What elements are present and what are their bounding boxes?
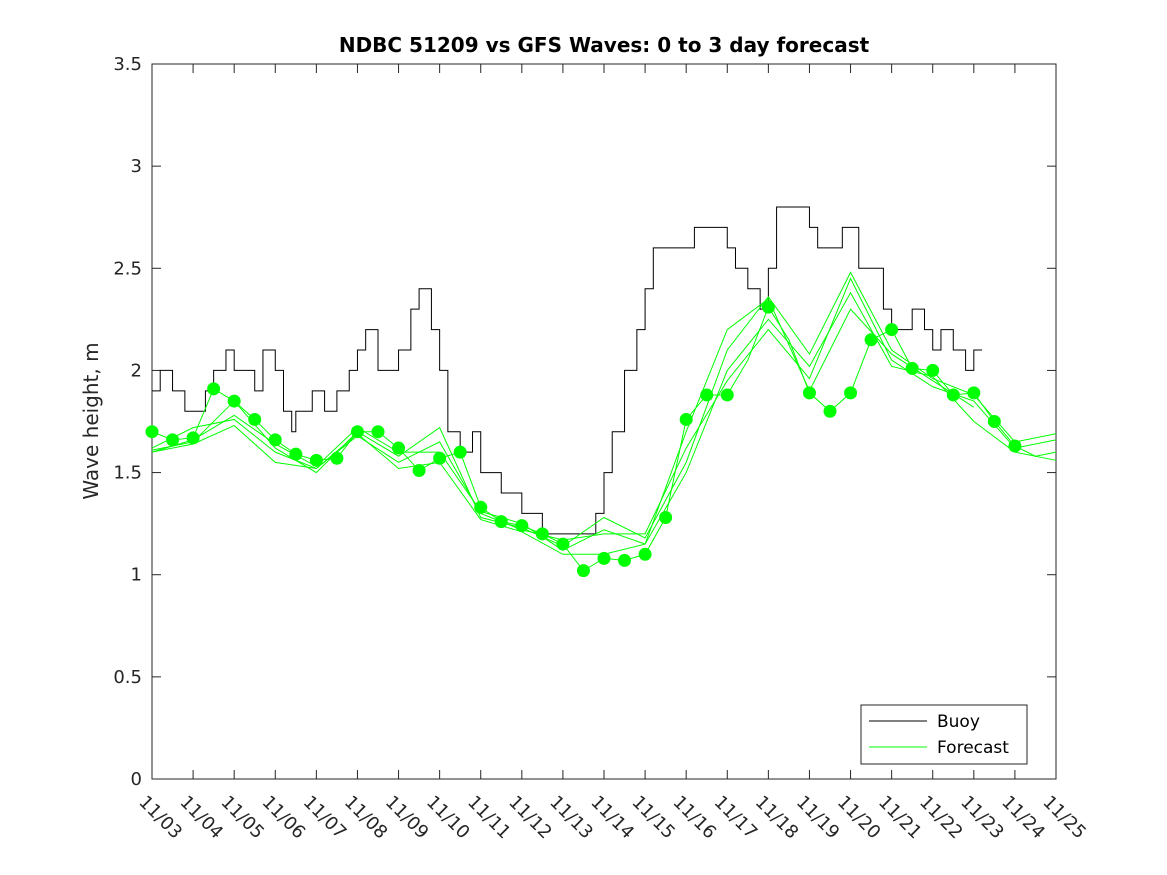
forecast-marker bbox=[967, 386, 981, 400]
plot-area bbox=[151, 63, 1057, 780]
forecast-series bbox=[151, 271, 1057, 572]
forecast-markers bbox=[145, 300, 1022, 578]
y-tick-labels: 0 0.5 1 1.5 2 2.5 3 3.5 bbox=[113, 54, 142, 790]
x-tick-label: 11/15 bbox=[628, 792, 680, 844]
forecast-marker bbox=[145, 425, 159, 439]
chart-title: NDBC 51209 vs GFS Waves: 0 to 3 day fore… bbox=[339, 33, 870, 57]
x-tick-label: 11/06 bbox=[258, 792, 310, 844]
x-tick-label: 11/13 bbox=[545, 792, 597, 844]
forecast-marker bbox=[494, 515, 508, 529]
forecast-marker bbox=[802, 386, 816, 400]
forecast-marker bbox=[289, 447, 303, 461]
x-tick-label: 11/24 bbox=[997, 792, 1049, 844]
x-tick-label: 11/16 bbox=[669, 792, 721, 844]
forecast-marker bbox=[556, 537, 570, 551]
forecast-line-3 bbox=[151, 271, 1057, 547]
axis-ticks bbox=[151, 63, 1057, 780]
x-tick-label: 11/18 bbox=[751, 792, 803, 844]
forecast-marker bbox=[823, 404, 837, 418]
forecast-marker bbox=[371, 425, 385, 439]
forecast-marker bbox=[474, 500, 488, 514]
x-tick-label: 11/05 bbox=[217, 792, 269, 844]
forecast-marker bbox=[926, 363, 940, 377]
x-tick-label: 11/07 bbox=[299, 792, 351, 844]
forecast-marker bbox=[659, 511, 673, 525]
forecast-marker bbox=[700, 388, 714, 402]
forecast-marker bbox=[576, 564, 590, 578]
forecast-marker bbox=[535, 527, 549, 541]
forecast-marker bbox=[885, 323, 899, 337]
forecast-marker bbox=[350, 425, 364, 439]
forecast-marker bbox=[946, 388, 960, 402]
forecast-marker bbox=[761, 300, 775, 314]
x-tick-label: 11/17 bbox=[710, 792, 762, 844]
x-tick-label: 11/04 bbox=[176, 792, 228, 844]
x-tick-label: 11/21 bbox=[874, 792, 926, 844]
forecast-marker bbox=[309, 453, 323, 467]
forecast-marker bbox=[618, 553, 632, 567]
forecast-marker bbox=[905, 361, 919, 375]
forecast-marker bbox=[679, 412, 693, 426]
forecast-marker bbox=[412, 464, 426, 478]
y-tick-label: 3.5 bbox=[113, 54, 142, 75]
x-tick-label: 11/10 bbox=[422, 792, 474, 844]
legend-forecast-label: Forecast bbox=[937, 738, 1009, 758]
y-tick-label: 2.5 bbox=[113, 258, 142, 279]
buoy-series bbox=[152, 206, 983, 535]
forecast-marker bbox=[166, 433, 180, 447]
forecast-marker bbox=[392, 441, 406, 455]
buoy-line bbox=[152, 206, 983, 535]
forecast-marker bbox=[186, 431, 200, 445]
y-tick-label: 3 bbox=[131, 156, 142, 177]
forecast-marker bbox=[638, 547, 652, 561]
forecast-marker bbox=[268, 433, 282, 447]
legend-buoy-label: Buoy bbox=[937, 712, 980, 732]
y-tick-label: 1 bbox=[131, 565, 142, 586]
x-tick-label: 11/20 bbox=[833, 792, 885, 844]
x-tick-label: 11/08 bbox=[340, 792, 392, 844]
y-axis-label: Wave height, m bbox=[79, 342, 103, 499]
x-tick-label: 11/22 bbox=[915, 792, 967, 844]
y-tick-label: 2 bbox=[131, 360, 142, 381]
x-tick-label: 11/19 bbox=[792, 792, 844, 844]
forecast-line-2 bbox=[151, 277, 1057, 541]
forecast-marker bbox=[1008, 439, 1022, 453]
forecast-marker bbox=[330, 451, 344, 465]
x-tick-labels: 11/0311/0411/0511/0611/0711/0811/0911/10… bbox=[134, 792, 1090, 844]
forecast-marker bbox=[433, 451, 447, 465]
x-tick-label: 11/14 bbox=[586, 792, 638, 844]
forecast-marker bbox=[453, 445, 467, 459]
forecast-marker bbox=[227, 394, 241, 408]
x-tick-label: 11/12 bbox=[504, 792, 556, 844]
forecast-marker bbox=[864, 333, 878, 347]
y-tick-label: 0.5 bbox=[113, 667, 142, 688]
forecast-marker bbox=[720, 388, 734, 402]
legend: Buoy Forecast bbox=[860, 704, 1028, 765]
y-tick-label: 0 bbox=[131, 769, 142, 790]
legend-box bbox=[860, 704, 1028, 765]
forecast-marker bbox=[597, 551, 611, 565]
x-tick-label: 11/03 bbox=[134, 792, 186, 844]
forecast-marker bbox=[248, 412, 262, 426]
x-tick-label: 11/09 bbox=[381, 792, 433, 844]
forecast-marker bbox=[207, 382, 221, 396]
forecast-marker bbox=[987, 415, 1001, 428]
x-tick-label: 11/23 bbox=[956, 792, 1008, 844]
forecast-marker bbox=[515, 519, 529, 533]
x-tick-label: 11/25 bbox=[1038, 792, 1090, 844]
forecast-marker bbox=[844, 386, 858, 400]
y-tick-label: 1.5 bbox=[113, 463, 142, 484]
x-tick-label: 11/11 bbox=[463, 792, 515, 844]
